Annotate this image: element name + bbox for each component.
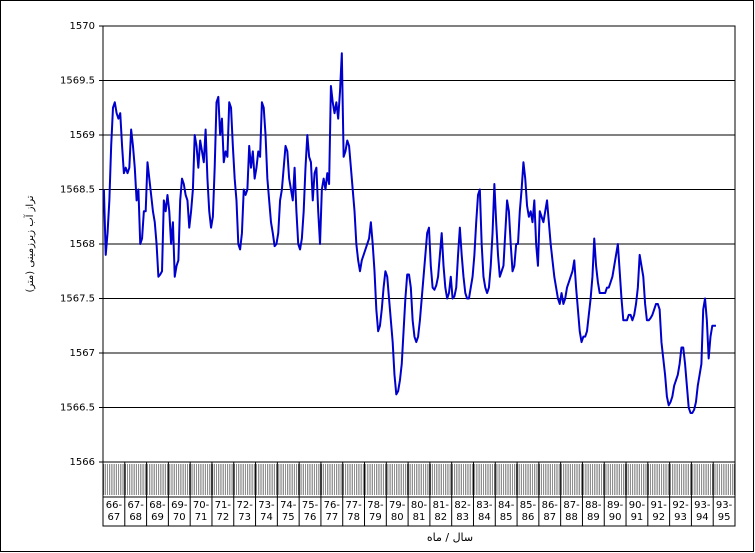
x-tick-label: 70- xyxy=(193,500,210,511)
x-tick-label: 66- xyxy=(106,500,123,511)
x-tick-label: 93- xyxy=(716,500,733,511)
x-tick-label: 95 xyxy=(718,512,731,523)
x-tick-label: 80- xyxy=(411,500,428,511)
x-tick-label: 91 xyxy=(631,512,644,523)
x-tick-label: 75 xyxy=(282,512,295,523)
x-tick-label: 90- xyxy=(629,500,646,511)
y-tick-label: 1568 xyxy=(70,239,95,250)
x-tick-label: 83- xyxy=(476,500,493,511)
y-tick-label: 1569.5 xyxy=(60,76,95,87)
x-tick-label: 83 xyxy=(456,512,469,523)
x-tick-label: 92 xyxy=(652,512,665,523)
x-tick-label: 93 xyxy=(674,512,687,523)
y-tick-label: 1566 xyxy=(70,457,95,468)
x-tick-label: 82- xyxy=(454,500,471,511)
x-tick-label: 86- xyxy=(542,500,559,511)
x-tick-label: 71 xyxy=(195,512,208,523)
x-tick-label: 75- xyxy=(302,500,319,511)
data-line xyxy=(102,52,716,414)
x-tick-label: 81 xyxy=(413,512,426,523)
x-axis-label: سال / ماه xyxy=(427,531,473,544)
x-tick-label: 91- xyxy=(651,500,668,511)
x-tick-label: 67- xyxy=(128,500,145,511)
x-tick-label: 70 xyxy=(173,512,186,523)
x-tick-label: 86 xyxy=(522,512,535,523)
y-tick-label: 1567.5 xyxy=(60,294,95,305)
x-tick-label: 77 xyxy=(325,512,338,523)
x-tick-label: 76 xyxy=(304,512,317,523)
x-tick-label: 78 xyxy=(347,512,360,523)
x-tick-label: 68 xyxy=(129,512,142,523)
x-tick-label: 88- xyxy=(585,500,602,511)
x-tick-label: 89- xyxy=(607,500,624,511)
x-tick-label: 84- xyxy=(498,500,515,511)
x-tick-label: 85 xyxy=(500,512,513,523)
x-tick-label: 92- xyxy=(672,500,689,511)
x-tick-label: 87 xyxy=(543,512,556,523)
x-tick-label: 74- xyxy=(280,500,297,511)
x-tick-label: 88 xyxy=(565,512,578,523)
y-axis-label: تراز آب زیرزمینی (متر) xyxy=(23,195,36,292)
x-tick-label: 71- xyxy=(215,500,232,511)
x-tick-label: 82 xyxy=(434,512,447,523)
x-tick-label: 79 xyxy=(369,512,382,523)
x-tick-label: 77- xyxy=(345,500,362,511)
x-tick-label: 93- xyxy=(694,500,711,511)
x-tick-label: 89 xyxy=(587,512,600,523)
x-tick-label: 90 xyxy=(609,512,622,523)
x-tick-label: 78- xyxy=(367,500,384,511)
x-tick-label: 76- xyxy=(324,500,341,511)
x-tick-label: 87- xyxy=(563,500,580,511)
x-tick-label: 68- xyxy=(149,500,166,511)
y-tick-label: 1567 xyxy=(70,348,95,359)
x-tick-label: 85- xyxy=(520,500,537,511)
x-tick-label: 72- xyxy=(236,500,253,511)
y-tick-label: 1568.5 xyxy=(60,185,95,196)
x-tick-label: 69 xyxy=(151,512,164,523)
x-tick-label: 67 xyxy=(108,512,121,523)
x-tick-label: 73 xyxy=(238,512,251,523)
x-tick-label: 80 xyxy=(391,512,404,523)
x-tick-label: 72 xyxy=(216,512,229,523)
y-tick-label: 1569 xyxy=(70,130,95,141)
x-tick-label: 73- xyxy=(258,500,275,511)
y-tick-label: 1570 xyxy=(70,21,95,32)
x-tick-label: 79- xyxy=(389,500,406,511)
x-tick-label: 74 xyxy=(260,512,273,523)
x-tick-label: 84 xyxy=(478,512,491,523)
x-tick-label: 69- xyxy=(171,500,188,511)
y-tick-label: 1566.5 xyxy=(60,403,95,414)
x-tick-label: 81- xyxy=(433,500,450,511)
x-tick-label: 94 xyxy=(696,512,709,523)
